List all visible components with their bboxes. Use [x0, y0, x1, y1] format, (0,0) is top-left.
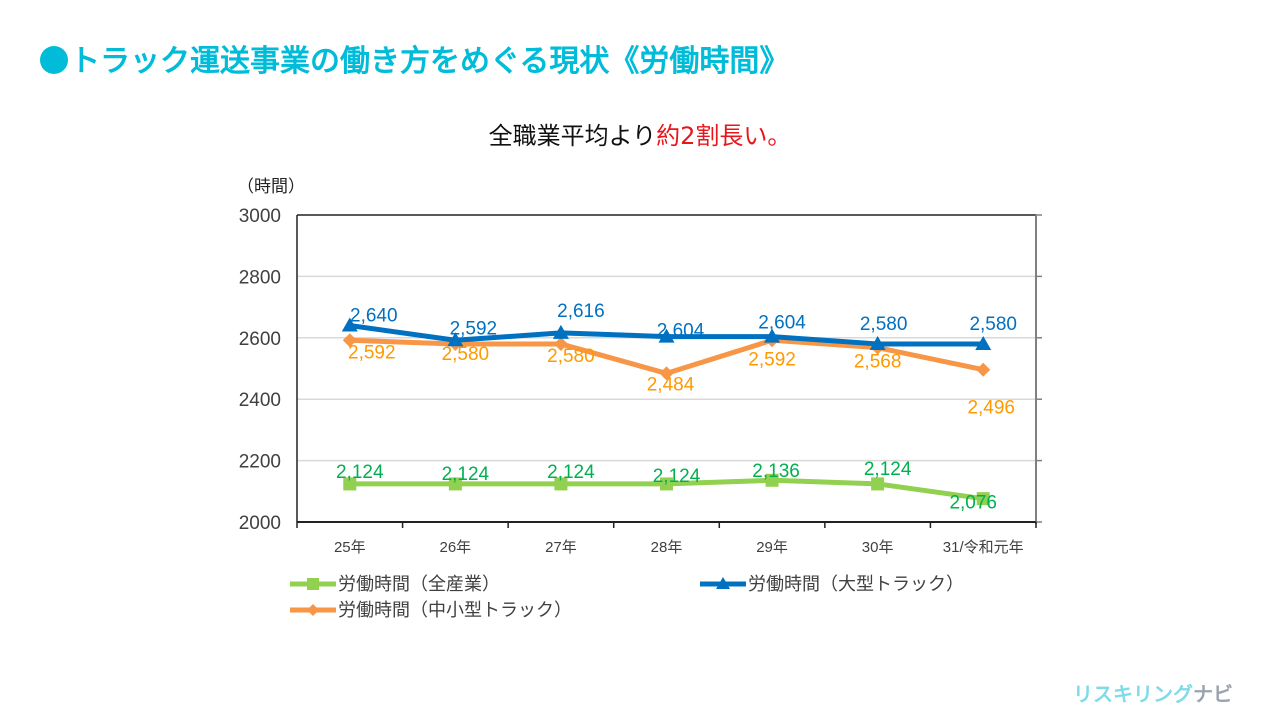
y-tick-label: 2400	[239, 390, 281, 411]
data-point-marker	[869, 335, 886, 350]
data-label: 2,580	[442, 344, 490, 365]
data-point-marker	[975, 335, 992, 350]
brand-logo-part1: リスキリング	[1073, 682, 1193, 706]
data-point-marker	[659, 366, 674, 381]
page-title-text: トラック運送事業の働き方をめぐる現状《労働時間》	[70, 44, 790, 79]
x-tick-label: 27年	[545, 539, 577, 556]
legend-label: 労働時間（中小型トラック）	[338, 600, 572, 620]
data-point-marker	[976, 362, 991, 377]
data-point-marker	[341, 317, 358, 332]
data-label: 2,124	[442, 464, 490, 485]
data-point-marker	[764, 328, 781, 343]
legend-item: 労働時間（大型トラック）	[700, 574, 964, 594]
x-tick-label: 25年	[334, 539, 366, 556]
data-point-marker	[658, 328, 675, 343]
data-point-marker	[553, 336, 568, 351]
data-label: 2,604	[758, 313, 806, 334]
data-label: 2,484	[647, 374, 695, 395]
legend-marker-square-icon	[307, 578, 319, 590]
y-tick-label: 2200	[239, 452, 281, 473]
data-label: 2,568	[854, 352, 902, 373]
legend-label: 労働時間（大型トラック）	[748, 574, 964, 594]
data-label: 2,496	[967, 398, 1015, 419]
data-label: 2,592	[450, 318, 498, 339]
data-label: 2,592	[748, 349, 796, 370]
data-label: 2,592	[348, 342, 396, 363]
bullet-dot-icon	[40, 46, 68, 74]
data-point-marker	[660, 477, 673, 491]
data-point-marker	[552, 324, 569, 339]
y-tick-label: 2600	[239, 329, 281, 350]
data-label: 2,076	[949, 493, 997, 514]
data-label: 2,124	[547, 462, 595, 483]
data-point-marker	[447, 332, 464, 347]
brand-logo-part2: ナビ	[1193, 682, 1233, 706]
data-label: 2,580	[969, 314, 1017, 335]
page-title: トラック運送事業の働き方をめぐる現状《労働時間》	[40, 36, 789, 80]
data-label: 2,580	[547, 346, 595, 367]
subtitle-text: 全職業平均より	[488, 122, 657, 150]
data-point-marker	[871, 477, 885, 491]
x-tick-label: 31/令和元年	[943, 539, 1024, 556]
legend-item: 労働時間（中小型トラック）	[290, 600, 572, 620]
legend-marker-triangle-icon	[716, 577, 730, 589]
y-axis-title: （時間）	[237, 177, 305, 196]
legend-item: 労働時間（全産業）	[290, 574, 500, 594]
data-point-marker	[976, 492, 990, 506]
subtitle-highlight: 約2割長い。	[656, 122, 792, 150]
data-label: 2,124	[864, 459, 912, 480]
y-tick-label: 2000	[239, 513, 281, 534]
legend-marker-diamond-icon	[307, 604, 319, 616]
x-tick-label: 26年	[440, 539, 472, 556]
x-tick-label: 30年	[862, 539, 894, 556]
data-label: 2,580	[860, 314, 908, 335]
data-label: 2,124	[336, 462, 384, 483]
data-point-marker	[342, 333, 357, 348]
y-tick-label: 3000	[239, 206, 281, 227]
x-tick-label: 28年	[651, 539, 683, 556]
data-point-marker	[343, 477, 357, 491]
brand-logo: リスキリングナビ	[1073, 678, 1233, 707]
data-label: 2,604	[657, 321, 705, 342]
chart-subtitle: 全職業平均より約2割長い。	[0, 116, 1280, 151]
data-point-marker	[554, 477, 568, 491]
data-label: 2,640	[350, 306, 398, 327]
data-label: 2,616	[557, 301, 605, 322]
data-label: 2,124	[653, 466, 701, 487]
y-tick-label: 2800	[239, 267, 281, 288]
legend-label: 労働時間（全産業）	[338, 574, 500, 594]
x-tick-label: 29年	[756, 539, 788, 556]
data-label: 2,136	[752, 461, 800, 482]
data-point-marker	[448, 477, 462, 491]
data-point-marker	[765, 473, 779, 487]
